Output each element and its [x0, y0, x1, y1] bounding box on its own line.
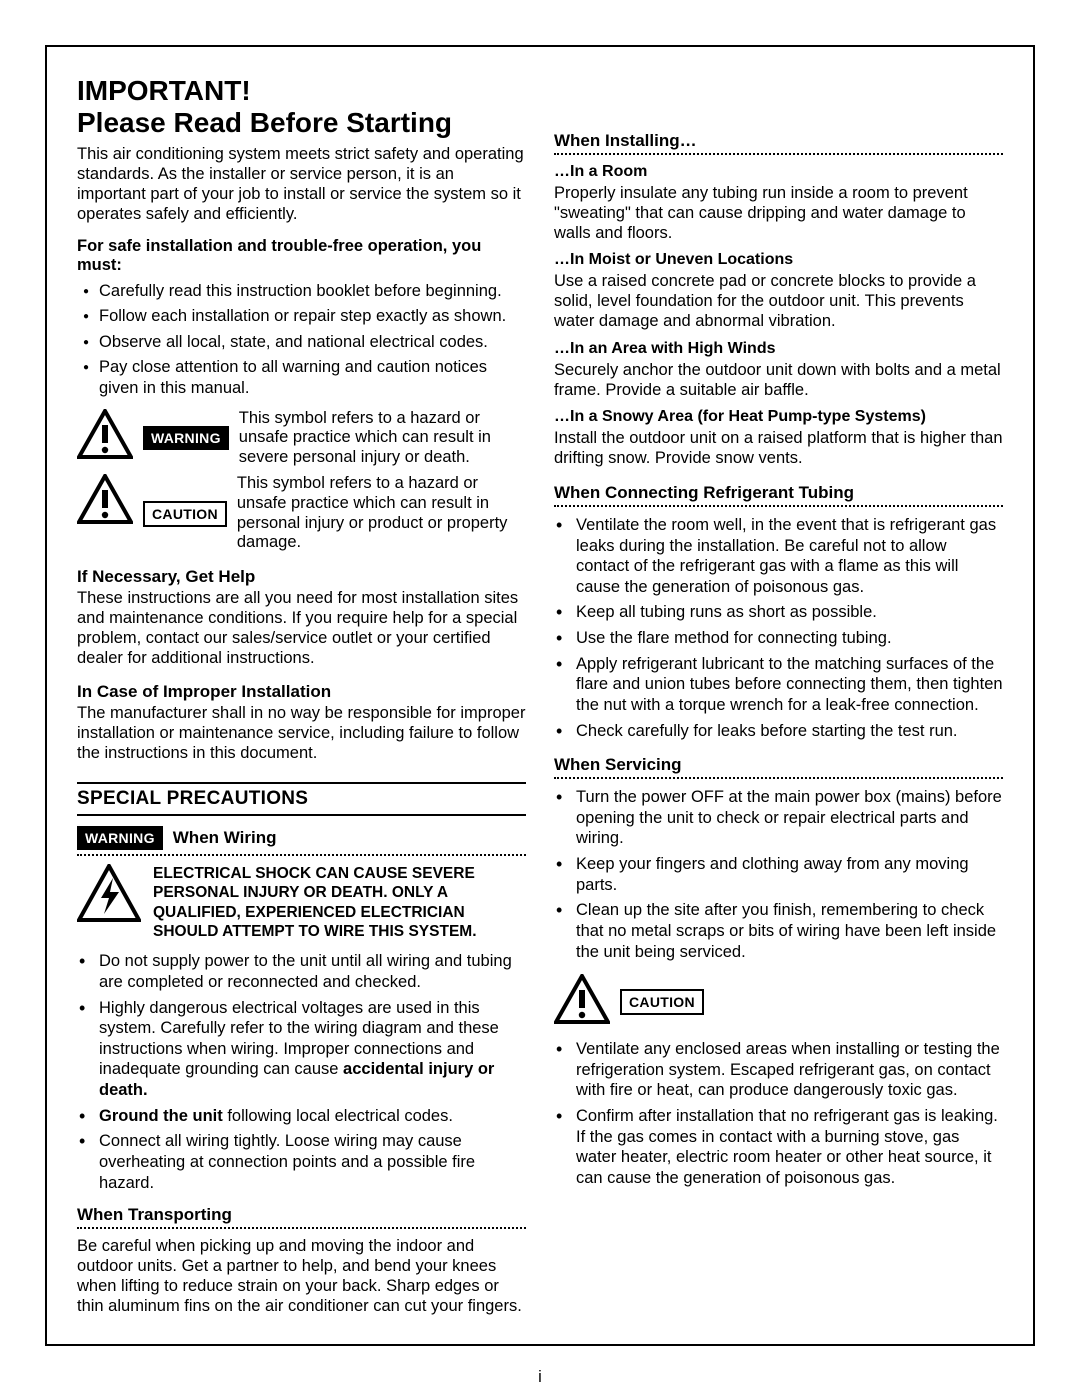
wind-text: Securely anchor the outdoor unit down wi… [554, 361, 1003, 401]
dotted-rule [77, 854, 526, 856]
electrical-warning-text: ELECTRICAL SHOCK CAN CAUSE SEVERE PERSON… [153, 864, 526, 942]
list-item: Highly dangerous electrical voltages are… [77, 998, 526, 1101]
caution-symbol-block: CAUTION This symbol refers to a hazard o… [77, 474, 526, 553]
list-item: Keep your fingers and clothing away from… [554, 854, 1003, 895]
caution-label: CAUTION [143, 501, 227, 527]
dotted-rule [77, 1227, 526, 1229]
high-voltage-icon [77, 864, 141, 942]
caution-label: CAUTION [620, 989, 704, 1015]
wiring-heading: When Wiring [173, 828, 277, 848]
improper-text: The manufacturer shall in no way be resp… [77, 704, 526, 763]
transporting-text: Be careful when picking up and moving th… [77, 1237, 526, 1316]
page-number: i [0, 1368, 1080, 1387]
wind-heading: …In an Area with High Winds [554, 340, 1003, 358]
refrigerant-list: Ventilate the room well, in the event th… [554, 515, 1003, 741]
list-item: Keep all tubing runs as short as possibl… [554, 602, 1003, 623]
list-item: Connect all wiring tightly. Loose wiring… [77, 1131, 526, 1193]
document-page: IMPORTANT! Please Read Before Starting T… [45, 45, 1035, 1346]
list-item: Use the flare method for connecting tubi… [554, 628, 1003, 649]
list-item: Carefully read this instruction booklet … [77, 281, 526, 302]
list-item: Follow each installation or repair step … [77, 306, 526, 327]
left-column: IMPORTANT! Please Read Before Starting T… [77, 75, 526, 1324]
caution-block: CAUTION [554, 974, 1003, 1029]
special-precautions-heading: SPECIAL PRECAUTIONS [77, 788, 526, 810]
dotted-rule [554, 777, 1003, 779]
snow-text: Install the outdoor unit on a raised pla… [554, 429, 1003, 469]
transporting-heading: When Transporting [77, 1205, 526, 1225]
list-item: Turn the power OFF at the main power box… [554, 787, 1003, 849]
list-item: Observe all local, state, and national e… [77, 332, 526, 353]
list-item: Clean up the site after you finish, reme… [554, 900, 1003, 962]
caution-description: This symbol refers to a hazard or unsafe… [237, 474, 526, 553]
list-item: Ventilate the room well, in the event th… [554, 515, 1003, 598]
list-item: Do not supply power to the unit until al… [77, 951, 526, 992]
dotted-rule [554, 505, 1003, 507]
warning-label: WARNING [143, 426, 229, 450]
list-item: Ventilate any enclosed areas when instal… [554, 1039, 1003, 1101]
caution-triangle-icon [554, 974, 610, 1029]
snow-heading: …In a Snowy Area (for Heat Pump-type Sys… [554, 408, 1003, 426]
moist-text: Use a raised concrete pad or concrete bl… [554, 272, 1003, 331]
safe-install-list: Carefully read this instruction booklet … [77, 281, 526, 399]
list-item: Pay close attention to all warning and c… [77, 357, 526, 398]
help-text: These instructions are all you need for … [77, 589, 526, 668]
servicing-heading: When Servicing [554, 755, 1003, 775]
improper-heading: In Case of Improper Installation [77, 682, 526, 702]
warning-symbol-block: WARNING This symbol refers to a hazard o… [77, 409, 526, 468]
wiring-heading-row: WARNING When Wiring [77, 826, 526, 850]
servicing-list: Turn the power OFF at the main power box… [554, 787, 1003, 962]
right-column: When Installing… …In a Room Properly ins… [554, 75, 1003, 1324]
electrical-warning-block: ELECTRICAL SHOCK CAN CAUSE SEVERE PERSON… [77, 864, 526, 942]
intro-paragraph: This air conditioning system meets stric… [77, 145, 526, 224]
final-caution-list: Ventilate any enclosed areas when instal… [554, 1039, 1003, 1188]
list-item: Ground the unit following local electric… [77, 1106, 526, 1127]
moist-heading: …In Moist or Uneven Locations [554, 251, 1003, 269]
warning-triangle-icon [77, 409, 133, 464]
caution-triangle-icon [77, 474, 133, 529]
refrigerant-heading: When Connecting Refrigerant Tubing [554, 483, 1003, 503]
room-heading: …In a Room [554, 163, 1003, 181]
warning-description: This symbol refers to a hazard or unsafe… [239, 409, 526, 468]
list-item: Check carefully for leaks before startin… [554, 721, 1003, 742]
list-item: Apply refrigerant lubricant to the match… [554, 654, 1003, 716]
installing-heading: When Installing… [554, 131, 1003, 151]
help-heading: If Necessary, Get Help [77, 567, 526, 587]
dotted-rule [554, 153, 1003, 155]
warning-badge: WARNING [77, 826, 163, 850]
room-text: Properly insulate any tubing run inside … [554, 184, 1003, 243]
wiring-list: Do not supply power to the unit until al… [77, 951, 526, 1193]
page-title: IMPORTANT! Please Read Before Starting [77, 75, 526, 139]
list-item: Confirm after installation that no refri… [554, 1106, 1003, 1189]
safe-install-heading: For safe installation and trouble-free o… [77, 237, 526, 275]
